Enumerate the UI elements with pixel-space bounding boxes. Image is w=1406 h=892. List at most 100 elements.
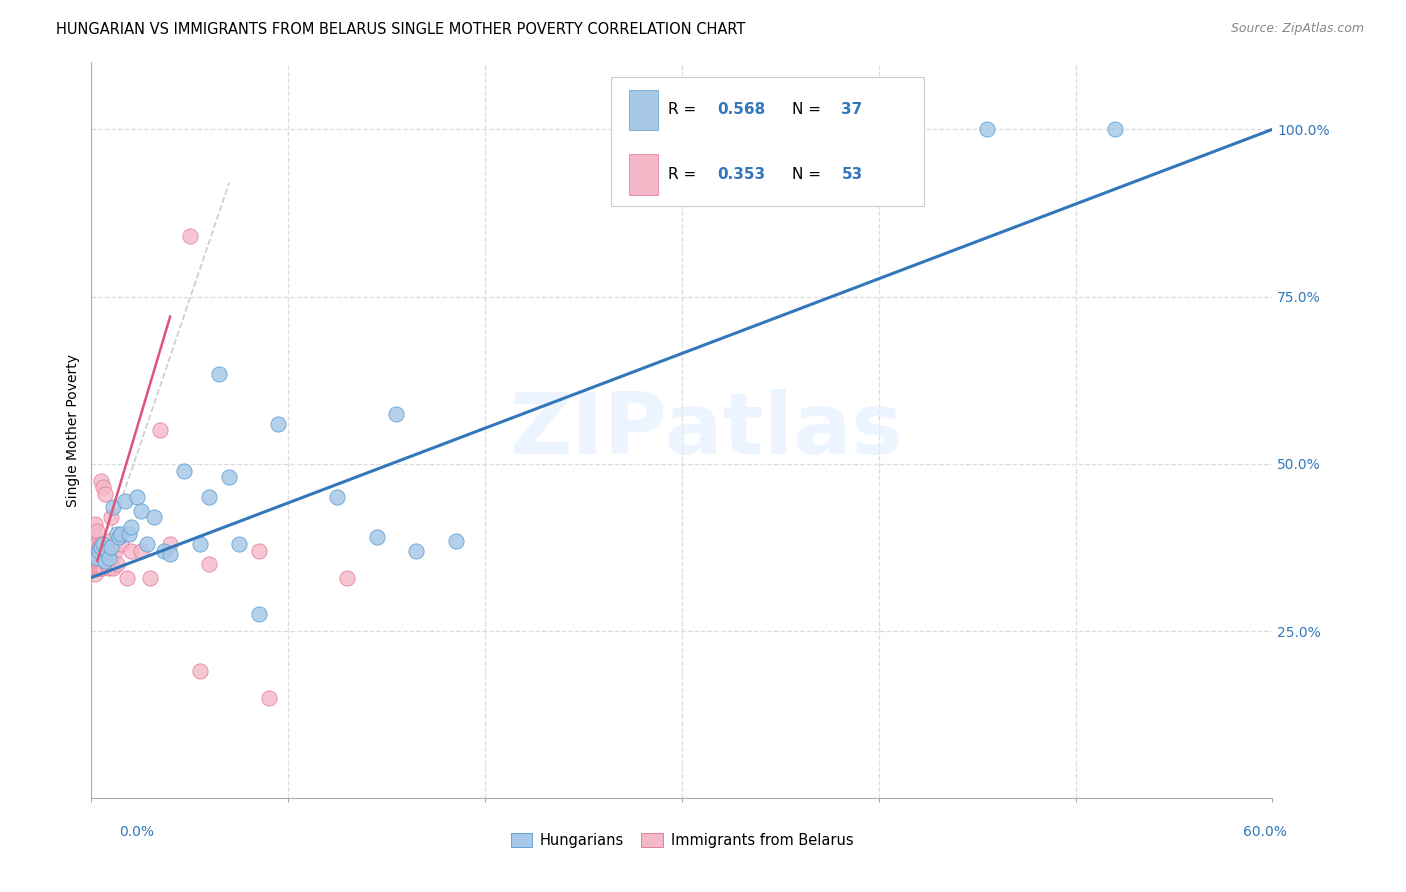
Point (114, 493, 136, 508)
Point (129, 503, 152, 517)
Point (110, 537, 132, 551)
Point (247, 607, 270, 622)
Point (96, 543, 118, 558)
Text: ZIPatlas: ZIPatlas (509, 389, 903, 472)
Point (247, 543, 270, 558)
Text: Source: ZipAtlas.com: Source: ZipAtlas.com (1230, 22, 1364, 36)
Point (976, 122, 998, 136)
Text: HUNGARIAN VS IMMIGRANTS FROM BELARUS SINGLE MOTHER POVERTY CORRELATION CHART: HUNGARIAN VS IMMIGRANTS FROM BELARUS SIN… (56, 22, 745, 37)
Point (84, 517, 107, 532)
Point (90, 560, 112, 574)
Point (173, 464, 195, 478)
Point (129, 543, 152, 558)
Point (90, 537, 112, 551)
Point (149, 423, 172, 437)
FancyBboxPatch shape (612, 77, 924, 206)
Text: 0.353: 0.353 (717, 167, 765, 182)
Point (80, 537, 103, 551)
Point (405, 543, 427, 558)
Text: 37: 37 (841, 103, 863, 118)
Point (86, 560, 108, 574)
Point (208, 367, 231, 381)
Point (385, 407, 408, 421)
Point (91, 537, 114, 551)
Point (98, 560, 121, 574)
Point (101, 500, 124, 515)
Y-axis label: Single Mother Poverty: Single Mother Poverty (66, 354, 80, 507)
Legend: Hungarians, Immigrants from Belarus: Hungarians, Immigrants from Belarus (505, 827, 859, 854)
Point (90, 550, 112, 565)
Point (84, 567, 107, 582)
Point (84, 547, 107, 561)
Point (228, 537, 250, 551)
Point (366, 530, 388, 544)
Point (80, 547, 103, 561)
Point (326, 490, 349, 504)
Point (89, 560, 111, 574)
Point (96, 543, 118, 558)
Point (336, 571, 359, 585)
Text: N =: N = (792, 167, 825, 182)
Point (91, 480, 114, 494)
Point (188, 664, 211, 678)
Point (98, 533, 121, 548)
Point (82, 554, 104, 568)
Point (89, 550, 111, 565)
Point (108, 530, 131, 544)
Bar (628, 90, 658, 130)
Point (94, 554, 117, 568)
Point (86, 554, 108, 568)
Text: R =: R = (668, 103, 700, 118)
Point (86, 550, 108, 565)
Point (84, 560, 107, 574)
Point (82, 527, 104, 541)
Text: 60.0%: 60.0% (1243, 825, 1286, 839)
Text: 0.568: 0.568 (717, 103, 766, 118)
Point (89, 543, 111, 558)
Bar (628, 154, 658, 195)
Point (120, 520, 142, 534)
Text: R =: R = (668, 167, 700, 182)
Point (110, 527, 132, 541)
Point (84, 550, 107, 565)
Point (257, 690, 280, 705)
Point (86, 547, 108, 561)
Point (104, 543, 127, 558)
Point (100, 554, 122, 568)
Point (267, 417, 290, 431)
Point (198, 490, 221, 504)
Point (143, 510, 166, 524)
Point (80, 550, 103, 565)
Point (115, 571, 138, 585)
Point (105, 527, 128, 541)
Point (90, 541, 112, 555)
Point (100, 541, 122, 555)
Point (80, 543, 103, 558)
Point (120, 543, 142, 558)
Point (96, 557, 118, 572)
Point (82, 560, 104, 574)
Point (188, 537, 211, 551)
Point (153, 543, 176, 558)
Point (159, 537, 181, 551)
Point (139, 571, 162, 585)
Point (218, 470, 240, 484)
Point (444, 533, 467, 548)
Point (159, 547, 181, 561)
Point (90, 474, 112, 488)
Point (135, 537, 157, 551)
Point (91, 550, 114, 565)
Point (94, 554, 117, 568)
Point (125, 490, 148, 504)
Point (91, 560, 114, 574)
Point (89, 541, 111, 555)
Point (86, 537, 108, 551)
Point (94, 487, 117, 501)
Point (82, 541, 104, 555)
Point (100, 510, 122, 524)
Point (198, 557, 221, 572)
Text: N =: N = (792, 103, 825, 118)
Point (86, 524, 108, 538)
Point (82, 547, 104, 561)
Point (84, 541, 107, 555)
